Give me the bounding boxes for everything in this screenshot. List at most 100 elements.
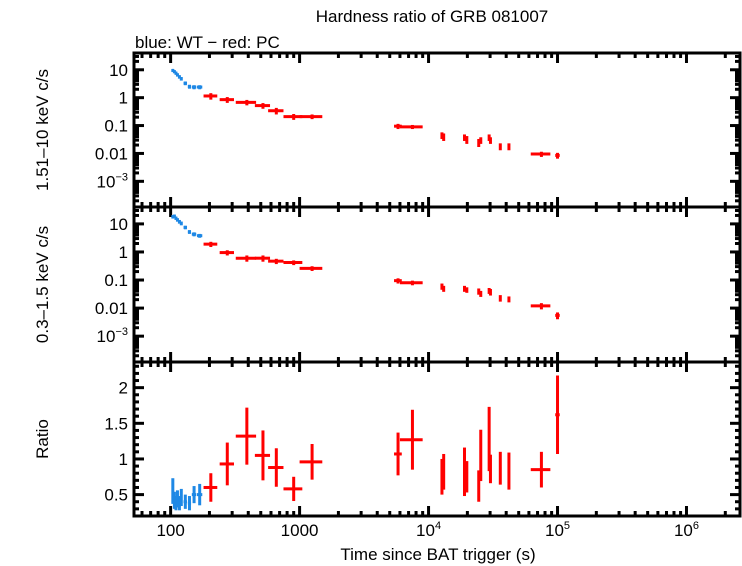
- y-tick-label: 0.01: [95, 299, 128, 318]
- data-point: [555, 152, 560, 159]
- data-point: [235, 99, 257, 106]
- data-point: [175, 73, 179, 77]
- data-point: [477, 470, 481, 502]
- data-point: [268, 448, 284, 487]
- x-tick-label: 1000: [281, 521, 319, 540]
- data-point: [196, 483, 203, 506]
- y-tick-label: 10−3: [97, 171, 128, 191]
- data-point: [219, 97, 234, 103]
- data-point: [498, 143, 502, 151]
- data-point: [203, 473, 218, 502]
- data-point: [555, 375, 560, 454]
- y-tick-label: 1: [119, 450, 128, 469]
- data-point: [183, 494, 188, 509]
- y-tick-label: 0.1: [104, 117, 128, 136]
- data-point: [219, 442, 234, 486]
- data-point: [479, 290, 483, 297]
- data-point: [442, 453, 446, 490]
- data-point: [187, 84, 192, 89]
- x-tick-label: 106: [674, 520, 699, 540]
- data-point: [479, 137, 483, 144]
- data-point: [254, 103, 271, 109]
- data-point: [488, 288, 492, 296]
- data-point: [196, 85, 203, 90]
- data-point: [530, 151, 551, 157]
- data-point: [203, 241, 218, 248]
- x-tick-label: 100: [156, 521, 184, 540]
- panel-soft-band: 10 1 0.1 0.01 10−3 0.3–1.5 keV c/s: [33, 205, 742, 364]
- chart-title: Hardness ratio of GRB 081007: [316, 7, 548, 26]
- y-axis-label: Ratio: [33, 419, 52, 459]
- data-point: [399, 124, 423, 130]
- data-point: [283, 113, 303, 120]
- y-tick-label: 2: [119, 379, 128, 398]
- data-point: [479, 429, 483, 482]
- data-point: [465, 136, 469, 144]
- data-point: [187, 230, 192, 234]
- data-point: [498, 295, 502, 302]
- data-point: [283, 260, 303, 266]
- data-point: [172, 214, 176, 218]
- data-point: [191, 232, 197, 237]
- data-point: [442, 285, 446, 292]
- panel-ratio: 2 1.5 1 0.5 Ratio: [33, 360, 742, 518]
- series-pc: [203, 93, 560, 159]
- data-point: [465, 461, 469, 493]
- data-point: [399, 280, 423, 286]
- data-point: [399, 409, 423, 470]
- data-point: [488, 454, 492, 484]
- series-wt: [171, 214, 203, 238]
- data-point: [268, 107, 284, 115]
- data-point: [555, 312, 560, 320]
- data-point: [179, 221, 183, 226]
- data-point: [507, 143, 511, 151]
- data-point: [488, 137, 492, 144]
- series-pc: [203, 375, 560, 502]
- data-point: [283, 476, 303, 502]
- data-point: [394, 278, 402, 284]
- data-point: [191, 486, 197, 504]
- y-axis-label: 0.3–1.5 keV c/s: [33, 226, 52, 343]
- panel-frame: [132, 360, 742, 518]
- data-point: [463, 447, 467, 497]
- data-point: [203, 93, 218, 100]
- data-point: [219, 250, 234, 256]
- data-point: [299, 443, 323, 480]
- x-tick-label: 104: [416, 520, 441, 540]
- data-point: [171, 478, 175, 504]
- x-tick-labels: 100 1000 104 105 106: [156, 520, 699, 540]
- y-tick-label: 1: [119, 243, 128, 262]
- data-point: [177, 75, 181, 79]
- panel-frame: [132, 205, 742, 364]
- data-point: [530, 303, 551, 310]
- data-point: [394, 432, 402, 476]
- data-point: [179, 77, 183, 81]
- y-tick-label: 0.1: [104, 271, 128, 290]
- data-point: [191, 85, 197, 90]
- x-axis-label: Time since BAT trigger (s): [340, 545, 535, 564]
- data-point: [174, 71, 178, 75]
- chart-subtitle-legend: blue: WT − red: PC: [135, 33, 280, 52]
- data-point: [179, 488, 183, 507]
- data-point: [235, 255, 257, 262]
- data-point: [498, 451, 502, 485]
- data-point: [254, 255, 271, 262]
- panel-hard-band: 10 1 0.1 0.01 10−3 1.51–10 keV c/s: [33, 51, 742, 209]
- y-tick-label: 1: [119, 89, 128, 108]
- y-tick-label: 1.5: [104, 414, 128, 433]
- data-point: [183, 81, 188, 86]
- x-tick-label: 105: [545, 520, 570, 540]
- data-point: [507, 296, 511, 303]
- data-point: [463, 285, 467, 292]
- data-point: [507, 452, 511, 490]
- y-tick-label: 10−3: [97, 326, 128, 346]
- data-point: [530, 451, 551, 488]
- data-point: [299, 114, 323, 120]
- data-point: [254, 430, 271, 481]
- data-point: [442, 133, 446, 141]
- data-point: [299, 266, 323, 271]
- y-tick-label: 10: [109, 215, 128, 234]
- series-pc: [203, 241, 560, 320]
